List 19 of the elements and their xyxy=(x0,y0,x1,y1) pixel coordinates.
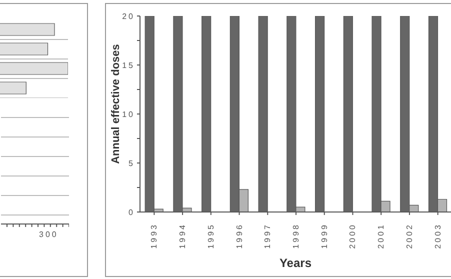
y-tick-label: 20 xyxy=(122,12,135,21)
y-tick-label: 10 xyxy=(122,110,135,119)
x-tick-label: 2003 xyxy=(433,223,442,249)
x-tick-label: 1997 xyxy=(263,223,272,249)
x-tick-label: 1998 xyxy=(292,223,300,249)
x-tick-label: 2002 xyxy=(404,223,414,249)
x-axis-title: Years xyxy=(278,256,313,270)
x-tick-label: 2000 xyxy=(348,223,358,249)
x-tick-label: 1995 xyxy=(206,223,216,249)
y-tick-label: 15 xyxy=(122,60,135,70)
x-tick-label: 1999 xyxy=(320,223,329,249)
y-axis-title: Annual effective doses xyxy=(110,44,122,164)
x-tick-label: 1994 xyxy=(178,223,188,249)
text: 300 xyxy=(39,230,58,239)
x-tick-label: 1993 xyxy=(150,223,159,249)
y-tick-label: 0 xyxy=(128,208,135,217)
x-tick-label: 1996 xyxy=(234,223,244,249)
y-tick-label: 5 xyxy=(128,158,135,168)
x-tick-label: 2001 xyxy=(376,223,386,249)
